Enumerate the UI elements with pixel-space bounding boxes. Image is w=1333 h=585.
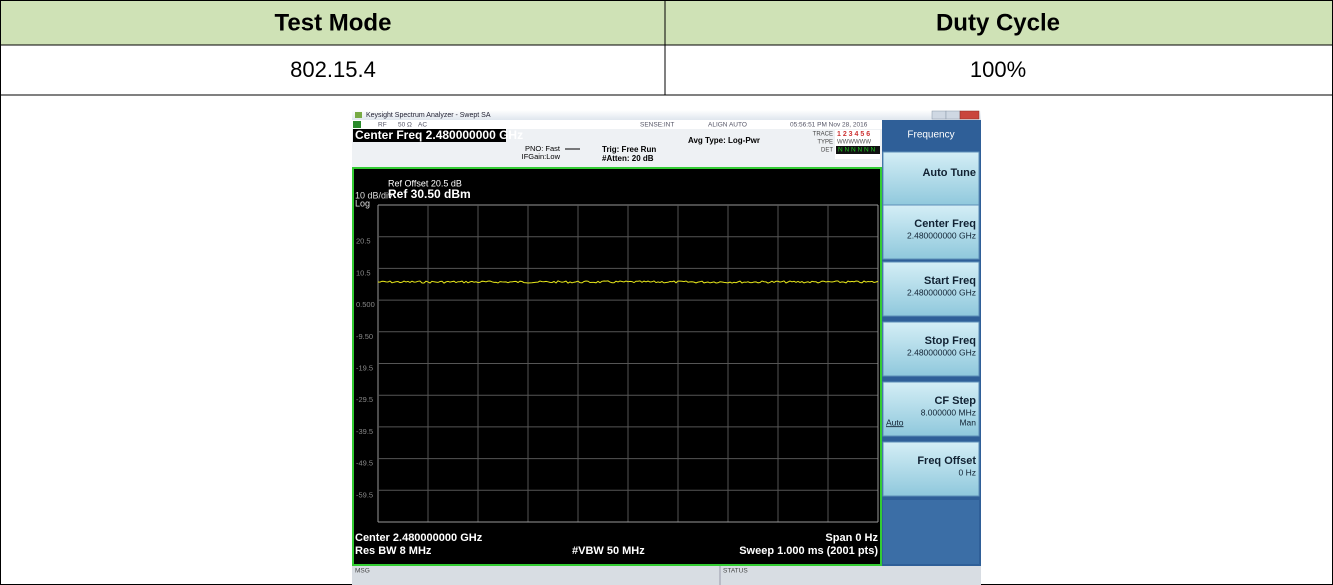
status-item: 05:56:51 PM Nov 28, 2016: [790, 122, 868, 129]
softkey-label: Freq Offset: [917, 455, 976, 467]
softkey-option: Man: [959, 417, 976, 427]
softkey[interactable]: [882, 151, 980, 207]
menu-title: Frequency: [907, 130, 954, 141]
softkey-label: Start Freq: [924, 275, 976, 287]
softkey-value: 8.000000 MHz: [921, 407, 976, 417]
trace-label: DET: [821, 148, 833, 154]
status-item: RF: [378, 122, 387, 129]
ref-offset: Ref Offset 20.5 dB: [388, 178, 462, 188]
trace-box: [835, 130, 880, 159]
status-row: [352, 120, 882, 129]
det-box: [836, 146, 880, 154]
attenuation: #Atten: 20 dB: [602, 154, 654, 163]
status-item: SENSE:INT: [640, 122, 674, 129]
softkey[interactable]: [882, 441, 980, 497]
pno: PNO: Fast: [525, 144, 561, 153]
softkey-label: Auto Tune: [922, 167, 976, 179]
softkey[interactable]: [882, 204, 980, 260]
trace-type: WWWWWW: [837, 140, 871, 146]
softkey-blank: [883, 500, 979, 564]
ref-level: Ref 30.50 dBm: [388, 187, 471, 201]
app-icon: [355, 112, 362, 118]
y-label: -59.5: [356, 490, 373, 499]
header-cell: Duty Cycle: [936, 9, 1060, 36]
minimize-button[interactable]: [931, 110, 947, 120]
softkey[interactable]: [882, 321, 980, 377]
softkey-value: 0 Hz: [959, 467, 976, 477]
vbw-label: #VBW 50 MHz: [572, 545, 645, 557]
cell: 802.15.4: [290, 57, 376, 82]
y-label: -49.5: [356, 459, 373, 468]
center-label: Center 2.480000000 GHz: [355, 532, 483, 544]
window-title: Keysight Spectrum Analyzer - Swept SA: [366, 112, 491, 119]
softkey-option: Auto: [886, 417, 904, 427]
y-label: -39.5: [356, 427, 373, 436]
header-bg: [0, 0, 1333, 45]
log-label: Log: [355, 198, 370, 208]
softkey[interactable]: [882, 261, 980, 317]
close-button[interactable]: [959, 110, 980, 120]
span-label: Span 0 Hz: [825, 532, 878, 544]
message-bar: [352, 566, 981, 585]
header-cell: Test Mode: [275, 9, 392, 36]
y-label: -29.5: [356, 395, 373, 404]
trace: [377, 280, 879, 284]
cell: 100%: [970, 57, 1026, 82]
y-label: 0.500: [356, 300, 375, 309]
ifgain: IFGain:Low: [522, 152, 561, 161]
softkey-label: Stop Freq: [925, 335, 976, 347]
trace-numbers: 1 2 3 4 5 6: [837, 131, 870, 138]
status-item: AC: [418, 122, 427, 129]
softkey-value: 2.480000000 GHz: [907, 287, 976, 297]
lxi-indicator: [353, 121, 361, 128]
trace-det: N N N N N N: [838, 147, 876, 154]
y-label: -19.5: [356, 363, 373, 372]
y-label: -9.50: [356, 332, 373, 341]
plot-area: [352, 167, 882, 566]
status-item: 50 Ω: [398, 122, 412, 129]
msg-label: MSG: [355, 568, 370, 575]
title-bar: [352, 110, 981, 120]
softkey-value: 2.480000000 GHz: [907, 230, 976, 240]
status-label: STATUS: [723, 568, 748, 575]
softkey-label: Center Freq: [914, 218, 976, 230]
softkey-label: CF Step: [934, 395, 976, 407]
y-label: 10.5: [356, 268, 371, 277]
rbw-label: Res BW 8 MHz: [355, 545, 432, 557]
maximize-button[interactable]: [945, 110, 961, 120]
trace-label: TYPE: [817, 140, 833, 146]
softkey[interactable]: [882, 381, 980, 437]
sweep-label: Sweep 1.000 ms (2001 pts): [739, 545, 878, 557]
trigger: Trig: Free Run: [602, 145, 656, 154]
softkey-value: 2.480000000 GHz: [907, 347, 976, 357]
y-label: 20.5: [356, 237, 371, 246]
scale: 10 dB/div: [355, 190, 393, 200]
center-freq: Center Freq 2.480000000 GHz: [355, 128, 523, 142]
center-freq-box: [353, 129, 506, 142]
trace-label: TRACE: [813, 132, 833, 138]
status-item: ALIGN AUTO: [708, 122, 747, 129]
avg-type: Avg Type: Log-Pwr: [688, 136, 760, 145]
